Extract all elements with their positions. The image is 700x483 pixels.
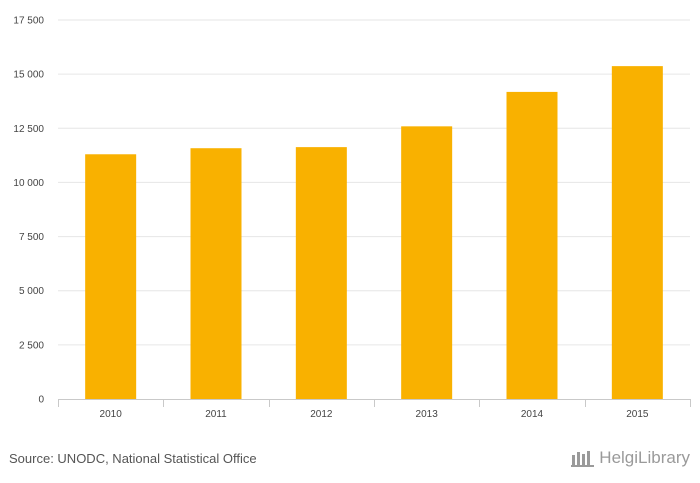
y-tick-label: 12 500 xyxy=(13,124,44,135)
y-tick-label: 0 xyxy=(38,395,44,406)
x-tick-label: 2015 xyxy=(626,409,649,420)
y-tick-label: 10 000 xyxy=(13,178,44,189)
bar-2014 xyxy=(506,91,558,400)
y-tick-label: 15 000 xyxy=(13,70,44,81)
bar-2010 xyxy=(85,154,137,399)
x-tick-label: 2011 xyxy=(205,409,227,420)
x-tick-label: 2013 xyxy=(416,409,439,420)
bar-2012 xyxy=(295,147,347,399)
gridlines xyxy=(58,19,690,346)
x-tick-label: 2014 xyxy=(521,409,544,420)
y-tick-label: 7 500 xyxy=(19,232,44,243)
y-tick-label: 5 000 xyxy=(19,286,44,297)
brand-logo: HelgiLibrary xyxy=(571,448,690,468)
library-logo-icon xyxy=(571,451,595,467)
bar-2011 xyxy=(190,148,242,399)
brand-name: HelgiLibrary xyxy=(599,448,690,467)
bar-chart: 0 2 500 5 000 7 500 10 000 12 500 15 000 17 500… xyxy=(13,16,691,420)
x-tick-label: 2012 xyxy=(310,409,333,420)
bar-2015 xyxy=(611,66,663,400)
bars xyxy=(85,66,663,400)
bar-2013 xyxy=(401,126,453,399)
x-tick-label: 2010 xyxy=(100,409,123,420)
y-axis-labels: 0 2 500 5 000 7 500 10 000 12 500 15 000 17 500 xyxy=(13,16,44,406)
y-tick-label: 2 500 xyxy=(19,340,44,351)
x-axis: 2010 2011 2012 2013 2014 2015 xyxy=(58,399,691,420)
source-note: Source: UNODC, National Statistical Offi… xyxy=(9,451,257,466)
y-tick-label: 17 500 xyxy=(13,16,44,27)
